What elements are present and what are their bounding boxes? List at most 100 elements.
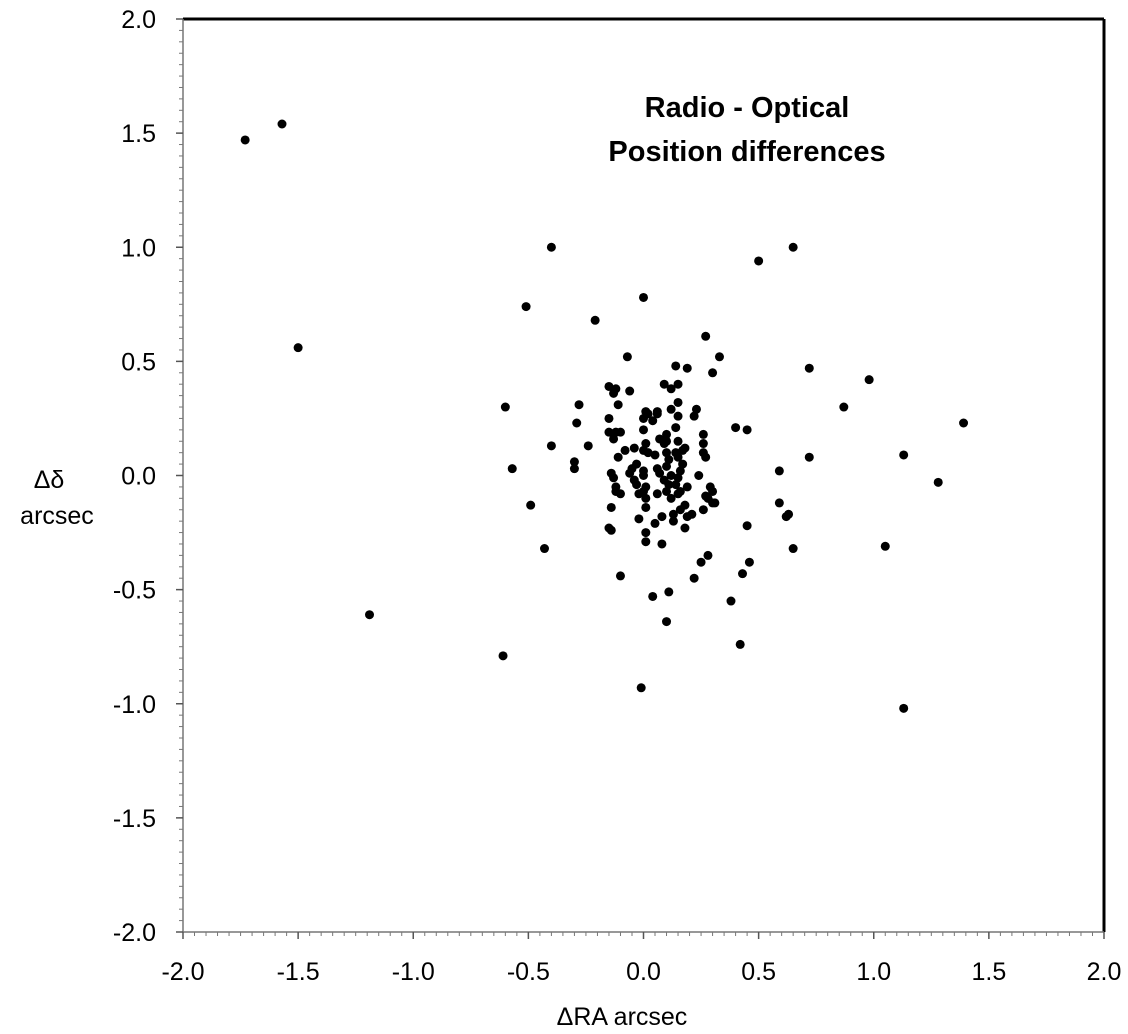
data-point	[933, 477, 943, 487]
data-point	[698, 505, 708, 515]
data-point	[500, 402, 510, 412]
data-point	[666, 493, 676, 503]
data-point	[666, 404, 676, 414]
data-point	[639, 292, 648, 302]
data-point	[615, 427, 625, 437]
data-point	[774, 466, 784, 476]
data-point	[507, 464, 517, 474]
data-point	[639, 425, 648, 435]
data-point	[701, 452, 711, 462]
data-point	[675, 466, 685, 476]
data-point	[659, 439, 669, 449]
data-point	[662, 486, 672, 496]
data-point	[627, 464, 637, 474]
data-point	[609, 473, 619, 483]
x-tick-label: 1.5	[971, 958, 1006, 986]
data-point	[708, 486, 718, 496]
y-tick-labels: 2.0 1.5 1.0 0.5 0.0 -0.5 -1.0 -1.5 -2.0	[113, 6, 156, 947]
data-point	[666, 384, 676, 394]
y-tick-label: 0.0	[121, 463, 156, 491]
data-point	[641, 493, 651, 503]
data-point	[613, 452, 623, 462]
data-point	[641, 537, 651, 547]
data-point	[648, 416, 658, 426]
data-point	[701, 331, 711, 341]
data-point	[682, 482, 692, 492]
data-point	[641, 439, 651, 449]
data-point	[662, 429, 672, 439]
chart-title-line-2: Position differences	[608, 136, 885, 168]
data-point	[655, 468, 665, 478]
data-point	[682, 363, 692, 373]
data-point	[671, 480, 681, 490]
data-point	[662, 461, 672, 471]
data-point	[609, 388, 619, 398]
data-point	[680, 523, 690, 533]
y-tick-label: 0.5	[121, 348, 156, 376]
y-tick-label: 1.5	[121, 120, 156, 148]
data-point	[694, 471, 704, 480]
data-point	[671, 361, 681, 371]
data-point	[659, 475, 669, 485]
data-point	[696, 557, 706, 567]
data-point	[666, 471, 676, 480]
data-point	[735, 639, 745, 649]
data-point	[899, 450, 909, 460]
x-tick-label: -1.0	[392, 958, 435, 986]
data-point	[664, 587, 674, 597]
data-point	[546, 242, 556, 252]
data-point	[673, 436, 683, 446]
data-point	[668, 516, 678, 526]
x-tick-label: -1.5	[277, 958, 320, 986]
data-point	[671, 423, 681, 433]
data-point	[622, 352, 632, 362]
minor-ticks	[179, 18, 1105, 936]
data-point	[634, 514, 644, 524]
data-point	[662, 448, 672, 458]
data-point	[673, 411, 683, 421]
data-point	[277, 119, 287, 129]
data-point	[673, 473, 683, 483]
data-point	[774, 498, 784, 508]
data-point	[703, 550, 713, 560]
data-point	[781, 512, 791, 522]
data-point	[899, 703, 909, 713]
data-point	[714, 352, 724, 362]
data-point	[293, 343, 303, 353]
data-point	[604, 427, 614, 437]
data-point	[639, 486, 648, 496]
data-point	[726, 596, 736, 606]
data-point	[708, 368, 718, 378]
data-point	[804, 452, 814, 462]
data-point	[641, 502, 651, 512]
data-point	[673, 489, 683, 499]
data-point	[643, 409, 653, 419]
data-point	[606, 525, 616, 535]
y-tick-label: -1.0	[113, 691, 156, 719]
data-point	[648, 591, 658, 601]
data-point	[574, 400, 584, 410]
data-point	[864, 375, 874, 385]
data-point	[742, 521, 752, 531]
data-point	[657, 539, 667, 549]
data-point	[620, 445, 630, 455]
data-point	[613, 400, 623, 410]
x-axis-title: ΔRA arcsec	[557, 1003, 688, 1031]
data-point	[698, 439, 708, 449]
data-point	[691, 404, 701, 414]
data-points	[240, 119, 969, 713]
data-point	[546, 441, 556, 451]
data-point	[652, 489, 662, 499]
data-point	[880, 541, 890, 551]
data-point	[636, 683, 646, 693]
data-point	[657, 512, 667, 522]
data-point	[650, 450, 660, 460]
data-point	[539, 544, 549, 554]
data-point	[604, 413, 614, 423]
data-point	[689, 411, 699, 421]
data-point	[629, 443, 639, 453]
data-point	[569, 457, 579, 467]
data-point	[662, 617, 672, 627]
data-point	[625, 386, 635, 396]
